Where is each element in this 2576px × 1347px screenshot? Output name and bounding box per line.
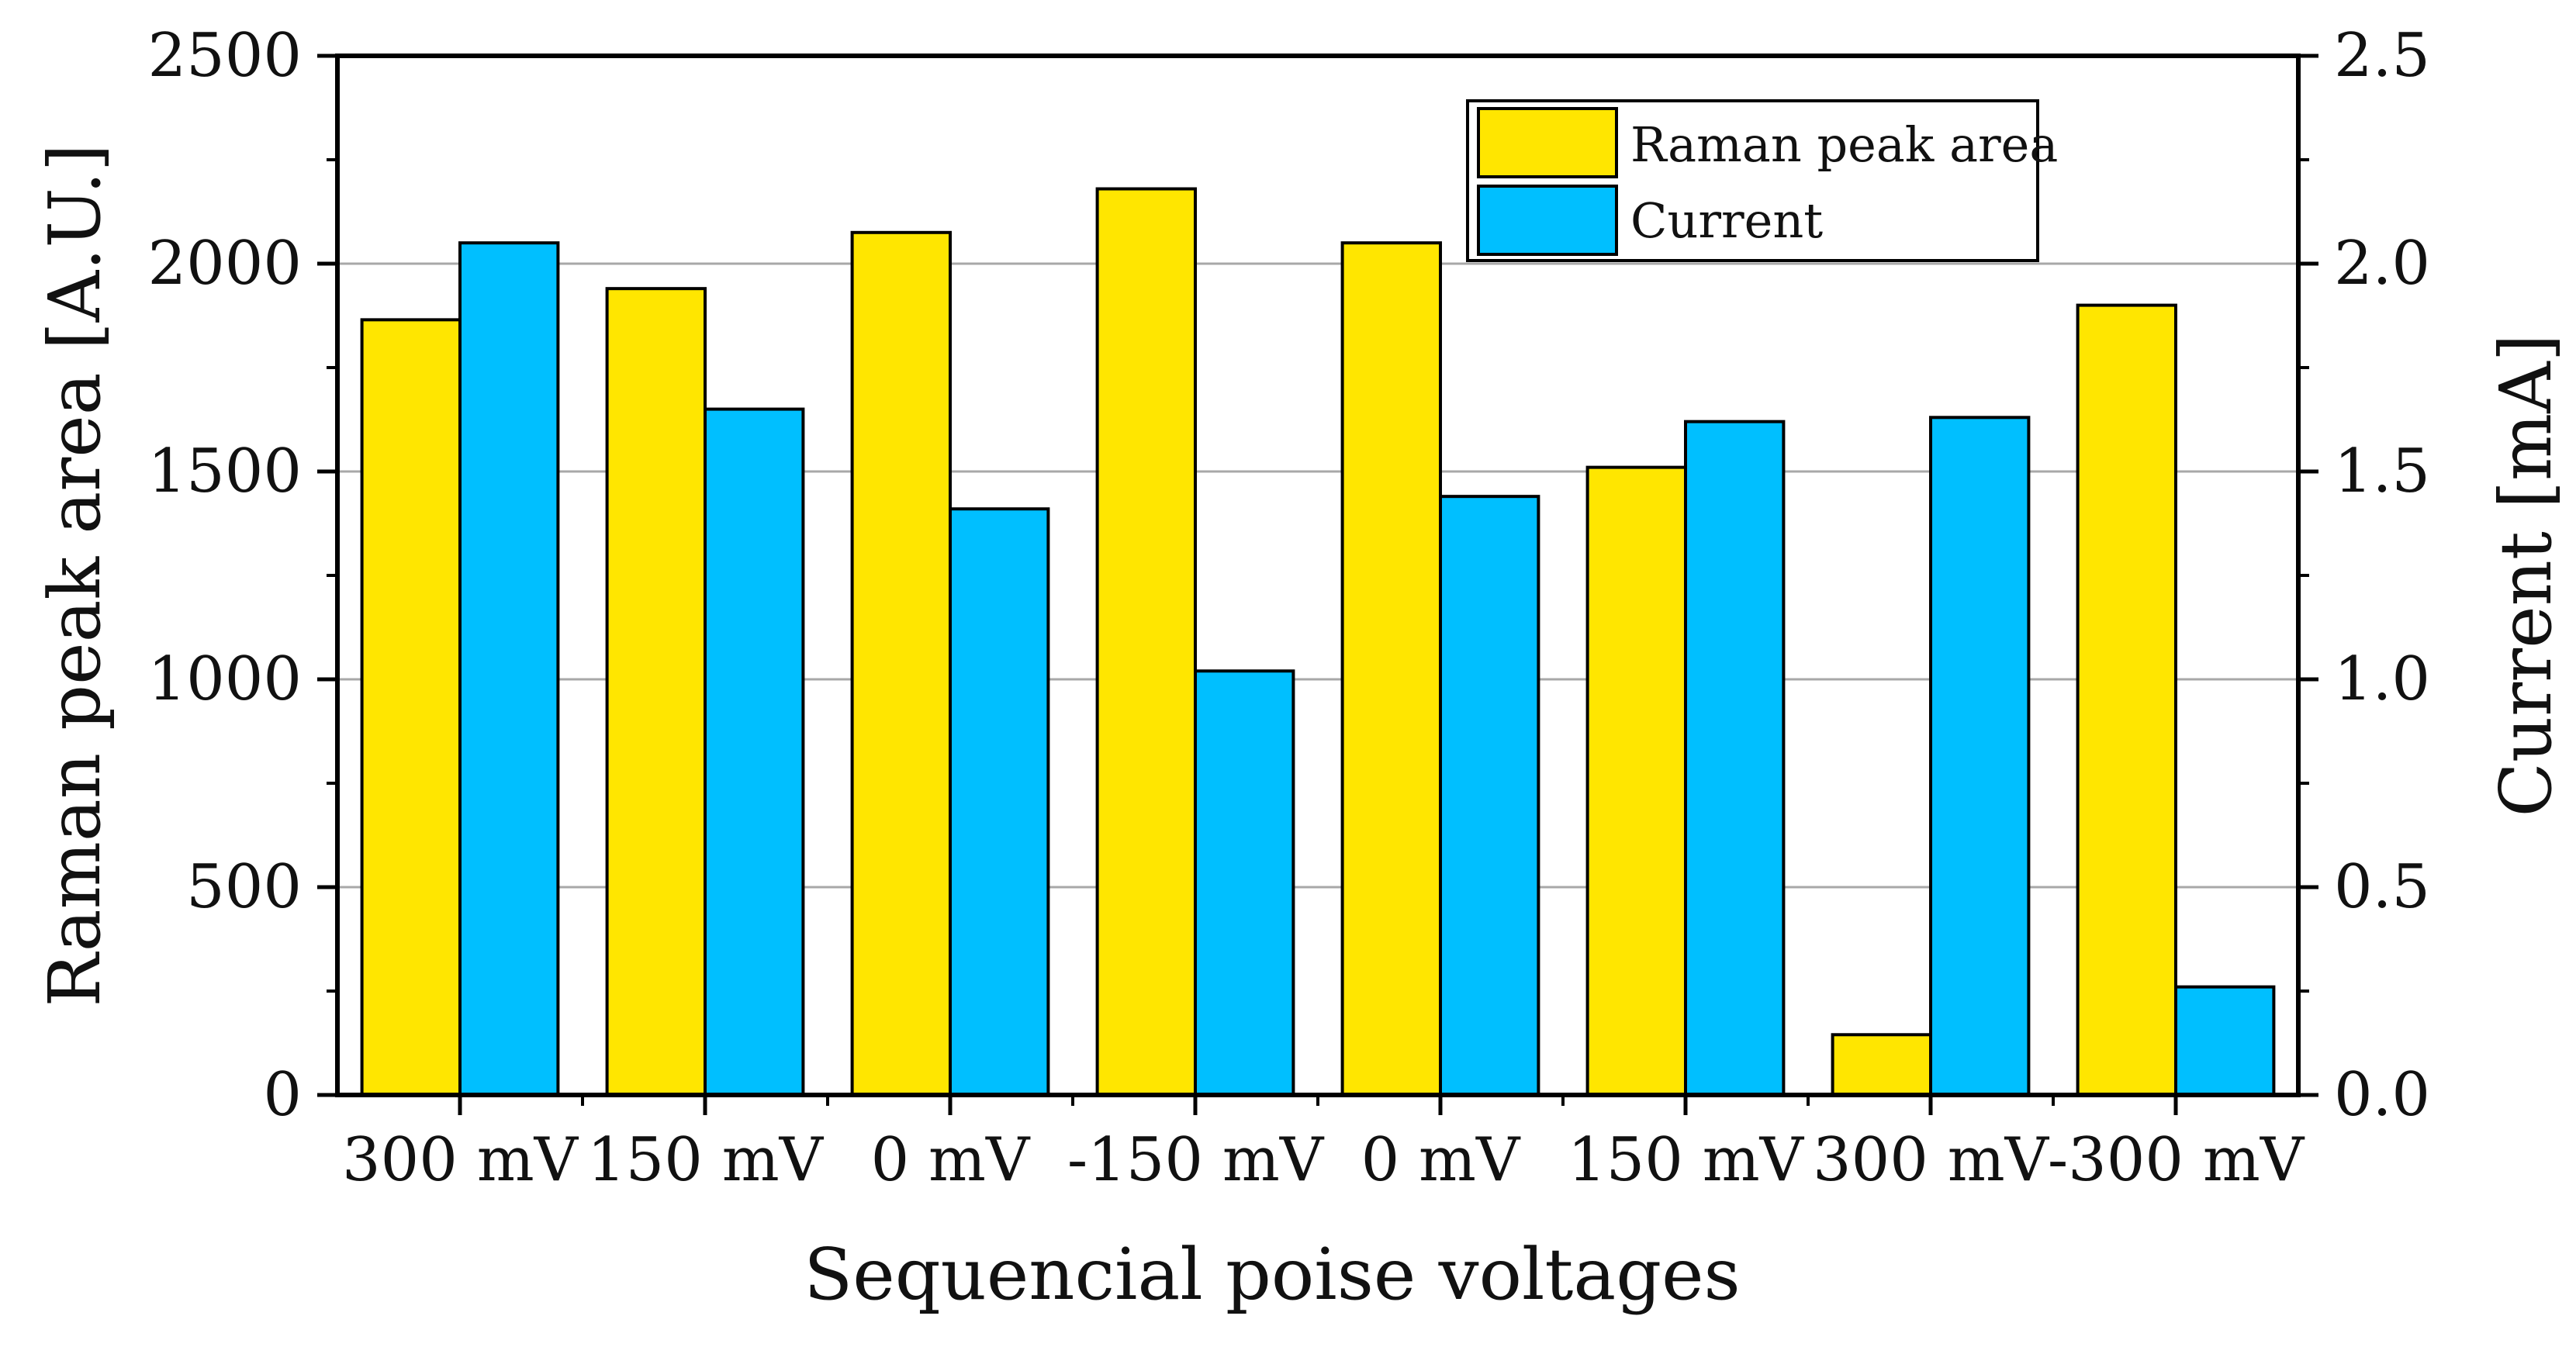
- bar-raman-peak-area: [1585, 465, 1687, 1097]
- x-tick-label: 150 mV: [1568, 1125, 1805, 1195]
- bar-raman-peak-area: [1831, 1033, 1933, 1097]
- bar-current: [1684, 420, 1786, 1097]
- left-tick-label: 1000: [147, 644, 302, 714]
- bar-raman-peak-area: [850, 230, 952, 1097]
- right-axis-tick-labels: 0.0 0.5 1.0 1.5 2.0 2.5: [2334, 21, 2430, 1130]
- x-tick-label: 300 mV: [1813, 1125, 2050, 1195]
- left-tick-label: 2500: [147, 21, 302, 91]
- legend-swatch-current: [1477, 185, 1618, 256]
- right-tick-label: 0.5: [2334, 852, 2430, 922]
- bar-raman-peak-area: [605, 287, 707, 1097]
- bar-current: [704, 407, 805, 1097]
- bar-current: [458, 241, 560, 1097]
- x-tick-label: -300 mV: [2048, 1125, 2305, 1195]
- bars: [335, 54, 2301, 1097]
- x-axis-title: Sequencial poise voltages: [804, 1233, 1741, 1316]
- bar-current: [1194, 669, 1295, 1097]
- x-tick-label: 0 mV: [1361, 1125, 1521, 1195]
- legend: Raman peak area Current: [1466, 99, 2058, 262]
- right-tick-label: 2.0: [2334, 229, 2430, 299]
- bar-raman-peak-area: [1340, 241, 1442, 1097]
- left-axis-title: Raman peak area [A.U.]: [33, 143, 116, 1007]
- right-tick-label: 1.0: [2334, 644, 2430, 714]
- x-tick-label: 150 mV: [587, 1125, 825, 1195]
- right-axis-title: Current [mA]: [2484, 334, 2567, 817]
- bar-current: [1929, 416, 2031, 1097]
- legend-label-current: Current: [1630, 192, 1823, 249]
- x-tick-label: 300 mV: [342, 1125, 579, 1195]
- bar-raman-peak-area: [2076, 303, 2178, 1097]
- right-tick-label: 1.5: [2334, 437, 2430, 506]
- left-tick-label: 0: [263, 1060, 302, 1130]
- left-axis-tick-labels: 0 500 1000 1500 2000 2500: [147, 21, 302, 1130]
- right-tick-label: 0.0: [2334, 1060, 2430, 1130]
- legend-label-raman: Raman peak area: [1630, 116, 2058, 173]
- left-tick-label: 500: [186, 852, 302, 922]
- x-axis-tick-labels: 300 mV 150 mV 0 mV -150 mV 0 mV 150 mV 300 mV-…: [342, 1125, 2305, 1195]
- bar-current: [1439, 495, 1540, 1097]
- ticks: [317, 54, 2318, 1115]
- x-tick-label: -150 mV: [1067, 1125, 1325, 1195]
- left-tick-label: 2000: [147, 229, 302, 299]
- bar-raman-peak-area: [1095, 187, 1197, 1097]
- bar-current: [2174, 985, 2276, 1097]
- left-tick-label: 1500: [147, 437, 302, 506]
- right-tick-label: 2.5: [2334, 21, 2430, 91]
- x-tick-label: 0 mV: [871, 1125, 1031, 1195]
- bar-current: [949, 507, 1050, 1097]
- legend-swatch-raman: [1477, 107, 1618, 178]
- bar-raman-peak-area: [360, 318, 462, 1097]
